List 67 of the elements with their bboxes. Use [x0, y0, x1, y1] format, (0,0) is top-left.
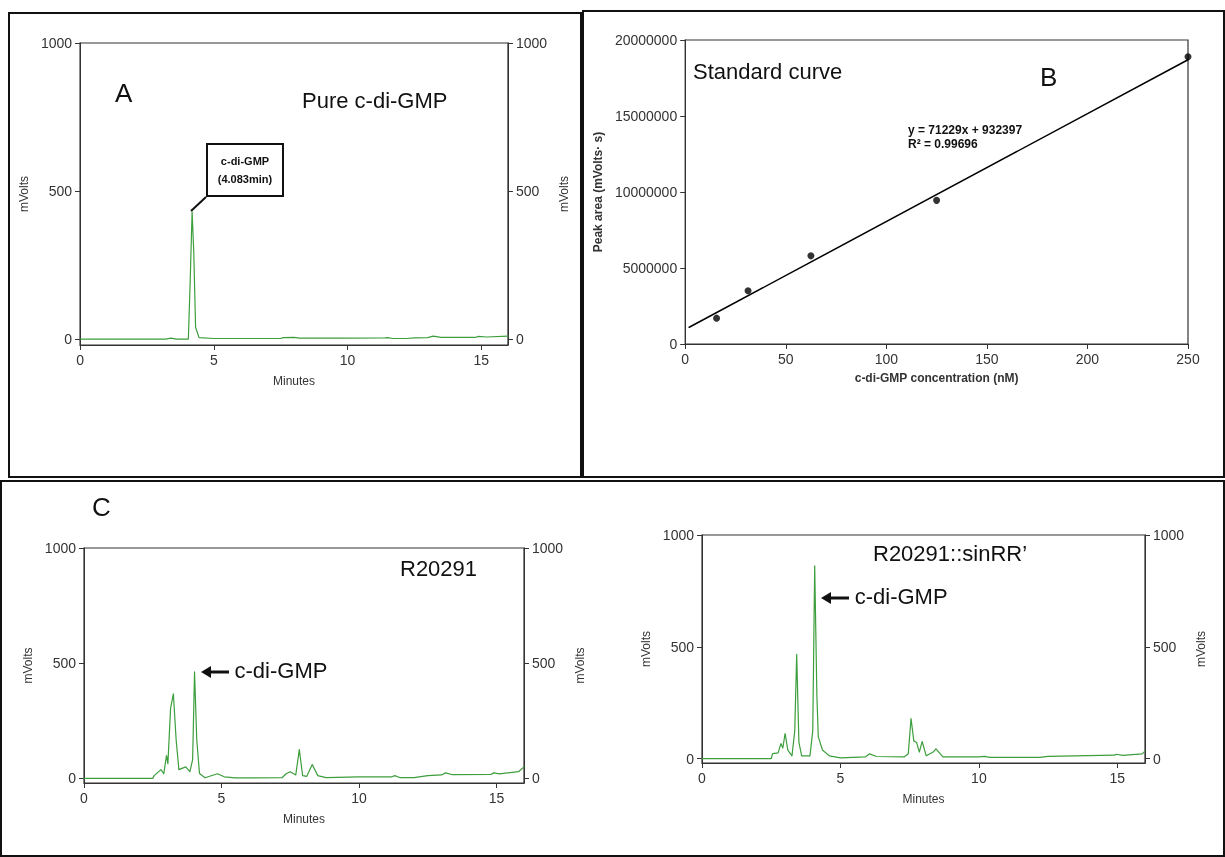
y-axis-title: mVolts	[17, 175, 31, 213]
y-tick-label: 10000000	[614, 184, 678, 200]
x-tick-label: 5	[209, 352, 218, 368]
line-series	[79, 211, 509, 340]
x-tick-label: 5	[836, 770, 845, 786]
x-tick-label: 250	[1176, 351, 1200, 367]
x-tick-label: 15	[473, 352, 490, 368]
x-tick-label: 0	[698, 770, 707, 786]
point	[807, 252, 815, 260]
y-tick-label: 5000000	[622, 260, 678, 276]
y2-tick-label: 500	[1153, 638, 1177, 655]
x-tick-label: 10	[351, 790, 367, 806]
annotation: c-di-GMP	[234, 658, 328, 685]
chart-title: R20291::sinRR’	[873, 540, 1028, 566]
line-series	[701, 565, 1146, 760]
point	[1184, 53, 1192, 61]
y2-tick-label: 0	[1153, 750, 1161, 767]
x-tick-label: 15	[488, 790, 505, 806]
y-tick-label: 0	[686, 750, 695, 767]
x-tick-label: 50	[777, 351, 794, 367]
y2-tick-label: 500	[515, 183, 540, 200]
y2-tick-label: 1000	[1153, 527, 1185, 543]
y2-tick-label: 1000	[532, 540, 564, 556]
y-tick-label: 1000	[40, 35, 73, 51]
text: Standard curve	[693, 58, 843, 84]
y2-axis-title: mVolts	[1194, 630, 1209, 668]
text: C	[92, 492, 111, 522]
y-axis-title: mVolts	[20, 647, 35, 684]
x-tick-label: 10	[339, 352, 356, 368]
y-tick-label: 0	[669, 336, 678, 352]
annotation: B	[1040, 62, 1058, 92]
y-tick-label: 1000	[44, 540, 77, 556]
x-tick-label: 10	[971, 770, 987, 786]
y-tick-label: 1000	[662, 527, 695, 543]
y2-tick-label: 0	[515, 331, 524, 348]
x-tick-label: 15	[1109, 770, 1126, 786]
x-tick-label: 0	[80, 790, 89, 806]
y-tick-label: 15000000	[614, 108, 678, 124]
y-tick-label: 20000000	[614, 32, 678, 48]
text: Pure c-di-GMP	[302, 87, 448, 113]
annotation: R² = 0.99696	[908, 137, 979, 151]
chart-title: R20291	[400, 555, 478, 581]
y-tick-label: 500	[670, 638, 695, 655]
y-tick-label: 0	[64, 331, 73, 348]
y-tick-label: 500	[52, 655, 77, 672]
point	[713, 314, 721, 322]
annotation: c-di-GMP	[854, 583, 948, 610]
x-axis-title: Minutes	[272, 374, 316, 388]
y2-tick-label: 500	[532, 655, 556, 672]
x-axis-title: Minutes	[282, 812, 326, 826]
y-axis-title: mVolts	[638, 630, 653, 668]
annotation: y = 71229x + 932397	[908, 123, 1023, 137]
point	[933, 196, 941, 204]
y-axis-title: Peak area (mVolts· s)	[591, 131, 605, 253]
x-tick-label: 200	[1075, 351, 1100, 367]
annotation: A	[115, 78, 133, 108]
y2-axis-title: mVolts	[573, 647, 588, 684]
y2-tick-label: 1000	[515, 35, 548, 51]
x-tick-label: 150	[975, 351, 999, 367]
x-tick-label: 5	[217, 790, 226, 806]
y-tick-label: 500	[48, 183, 73, 200]
x-tick-label: 100	[874, 351, 899, 367]
x-axis-title: c-di-GMP concentration (nM)	[854, 371, 1019, 385]
y2-axis-title: mVolts	[557, 175, 571, 213]
annotation: c-di-GMP (4.083min)	[217, 154, 273, 187]
x-axis-title: Minutes	[902, 792, 945, 806]
point	[744, 287, 752, 295]
